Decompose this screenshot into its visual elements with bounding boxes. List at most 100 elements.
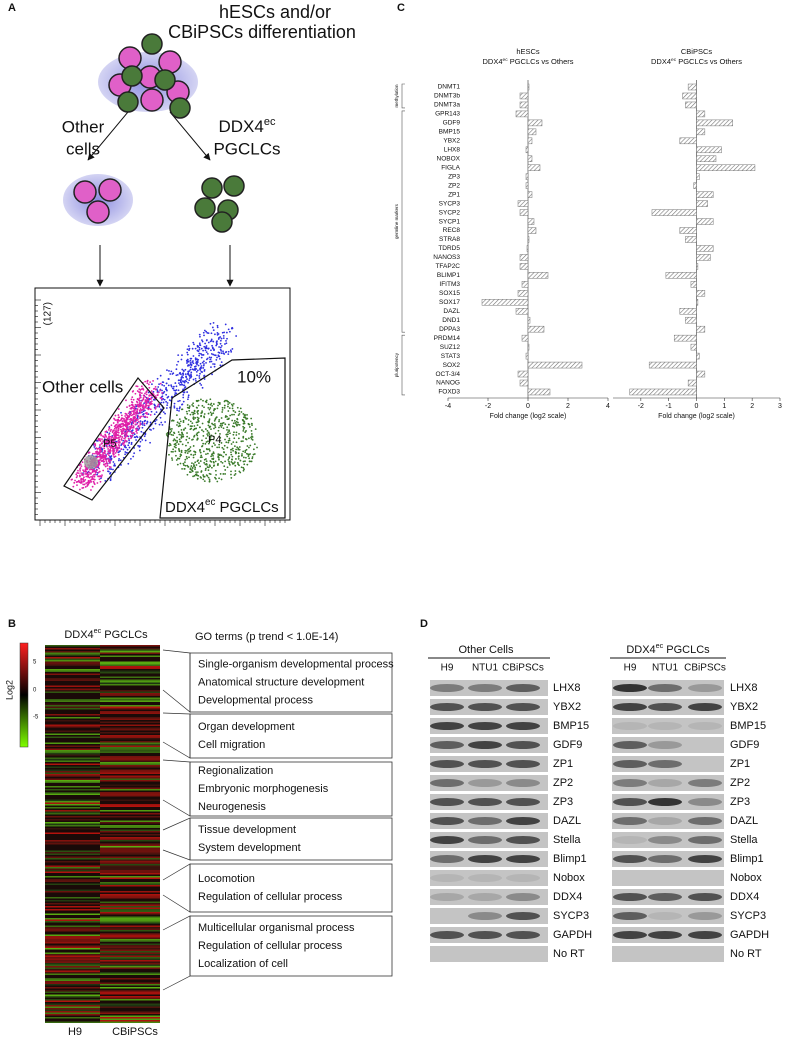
cell [98,178,122,202]
event [114,455,117,458]
event [210,453,213,456]
event [214,469,217,472]
heat-cell [100,906,160,908]
event [117,418,120,421]
category-label: FOXD3 [438,389,460,396]
band [506,779,540,787]
heat-cell [45,1008,100,1010]
event [196,477,199,480]
band [468,760,502,768]
heat-cell [45,930,100,932]
heat-cell [100,901,160,903]
event [232,425,234,428]
event [187,396,190,399]
event [226,435,229,438]
event [185,417,188,420]
event [115,423,118,426]
event [192,456,195,459]
event [235,423,238,426]
event [188,406,191,409]
event [181,443,184,446]
heat-cell [45,699,100,701]
event [165,388,167,391]
event [192,405,195,408]
gel-strip [612,908,724,924]
event [231,407,234,410]
heat-cell [100,775,160,777]
event [218,458,220,461]
go-term: Developmental process [198,694,313,706]
event [235,420,238,423]
band [468,684,502,692]
event [94,452,96,455]
heat-cell [45,979,100,981]
event [95,452,98,455]
heat-cell [100,859,160,861]
event [82,483,85,486]
event [102,435,105,438]
heat-cell [100,927,160,929]
event [196,424,199,427]
event [176,463,179,466]
band [506,798,540,806]
event [178,438,181,441]
event [90,489,92,491]
event [184,416,186,419]
event [224,438,226,441]
event [208,464,211,467]
gate [63,377,165,501]
event [170,430,173,432]
event [99,480,102,483]
event [216,356,218,359]
heat-cell [100,697,160,699]
event [217,333,220,335]
event [228,462,231,465]
event [146,399,149,402]
bar [696,191,714,198]
event [91,475,94,478]
heat-cell [100,904,160,906]
heat-cell [100,993,160,995]
event [169,431,172,434]
x-tick-label: -1 [666,403,672,410]
heat-cell [100,661,160,663]
event [155,411,158,414]
event [112,461,115,463]
event [225,339,227,342]
event [87,475,90,478]
event [211,404,214,407]
panel-label: B [8,618,16,630]
event [235,431,238,434]
event [206,466,209,468]
bar [527,218,535,225]
heat-cell [45,945,100,947]
band [506,931,540,939]
heat-cell [45,781,100,783]
event [120,428,122,431]
event [192,416,195,419]
event [229,414,232,417]
event [115,450,118,453]
bar [526,245,529,252]
text-part: ec [94,627,102,635]
heat-cell [45,921,100,923]
event [175,368,178,371]
event [127,430,130,433]
heat-cell [45,700,100,702]
event [102,445,105,447]
bar [696,218,714,225]
event [177,389,180,392]
event [196,471,199,474]
heat-cell [45,942,100,944]
label: Other [62,117,105,136]
event [140,404,142,407]
event [123,446,126,448]
event [150,410,153,413]
event [139,411,142,414]
event [248,446,250,449]
event [121,443,124,445]
event [209,403,212,406]
event [148,386,151,389]
event [218,426,220,429]
